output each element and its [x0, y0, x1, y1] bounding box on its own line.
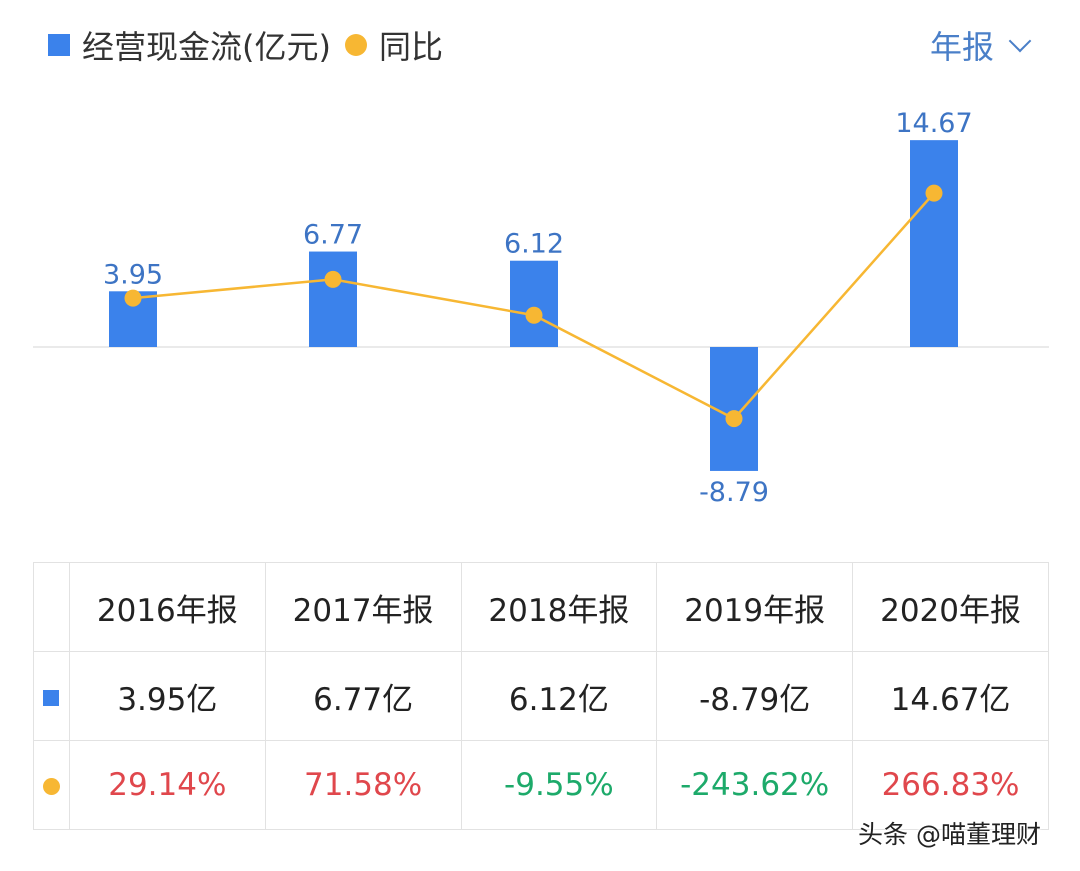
- value-cell: -8.79亿: [656, 651, 854, 741]
- yoy-point: [124, 289, 142, 307]
- table-row-yoy: 29.14% 71.58% -9.55% -243.62% 266.83%: [33, 740, 1049, 830]
- yoy-point: [324, 270, 342, 288]
- table-header-row: 2016年报 2017年报 2018年报 2019年报 2020年报: [33, 562, 1049, 652]
- value-cell: 3.95亿: [68, 651, 266, 741]
- header-cell: 2019年报: [656, 562, 854, 652]
- yoy-cell: 29.14%: [68, 740, 266, 830]
- header-cell: 2016年报: [68, 562, 266, 652]
- period-label: 年报: [929, 28, 994, 66]
- data-table: 2016年报 2017年报 2018年报 2019年报 2020年报 3.95亿…: [33, 562, 1049, 830]
- bar: [309, 251, 357, 347]
- chart: 3.95 6.77 6.12 -8.79 14.67: [33, 108, 1049, 508]
- bar: [510, 260, 558, 347]
- header-cell: 2020年报: [852, 562, 1049, 652]
- bar-data-label: 14.67: [895, 108, 972, 139]
- yoy-point: [525, 306, 543, 324]
- legend: 经营现金流(亿元) 同比: [48, 22, 443, 68]
- bar-legend-marker: [48, 34, 70, 56]
- yoy-cell: -9.55%: [460, 740, 658, 830]
- header-cell: 2017年报: [264, 562, 462, 652]
- bar-data-label: 6.12: [504, 229, 564, 260]
- value-cell: 6.77亿: [264, 651, 462, 741]
- watermark: 头条 @喵董理财: [858, 820, 1041, 849]
- bar-legend-label: 经营现金流(亿元): [82, 28, 331, 66]
- corner-cell: [33, 562, 70, 652]
- value-cell: 14.67亿: [852, 651, 1049, 741]
- bar-data-label: 6.77: [303, 220, 363, 251]
- line-legend-label: 同比: [378, 28, 443, 66]
- yoy-cell: -243.62%: [656, 740, 854, 830]
- line-marker-icon: [42, 778, 60, 795]
- yoy-cell: 266.83%: [852, 740, 1049, 830]
- header-cell: 2018年报: [460, 562, 658, 652]
- bar: [910, 140, 958, 347]
- bar-data-label: -8.79: [699, 477, 769, 508]
- yoy-cell: 71.58%: [264, 740, 462, 830]
- bar-marker-icon: [43, 690, 60, 706]
- line-legend-marker: [344, 34, 367, 56]
- value-cell: 6.12亿: [460, 651, 658, 741]
- bar-data-label: 3.95: [103, 259, 163, 290]
- period-selector[interactable]: 年报: [929, 22, 1032, 68]
- yoy-point: [725, 410, 743, 428]
- table-row-cashflow: 3.95亿 6.77亿 6.12亿 -8.79亿 14.67亿: [33, 651, 1049, 741]
- yoy-point: [925, 184, 943, 202]
